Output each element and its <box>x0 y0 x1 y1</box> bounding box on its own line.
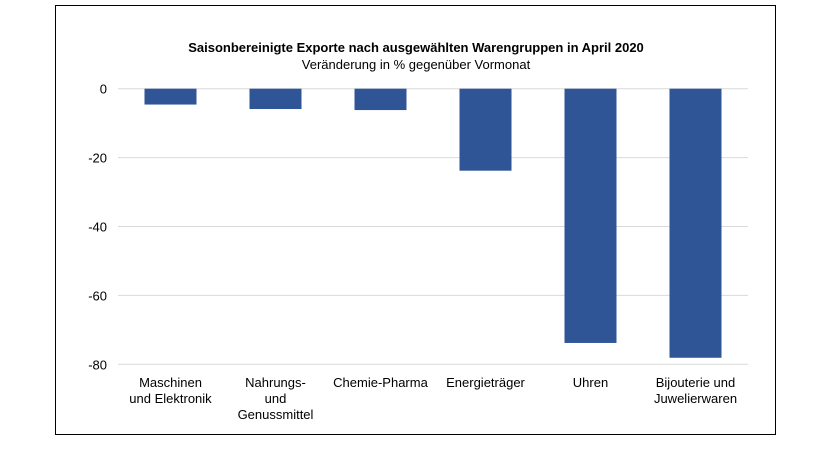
y-tick-label: -40 <box>88 220 107 235</box>
x-tick-label: und <box>265 391 287 406</box>
y-tick-label: -60 <box>88 288 107 303</box>
x-tick-label: Chemie-Pharma <box>333 375 428 390</box>
bar <box>669 88 722 358</box>
x-tick-label: Genussmittel <box>238 407 314 422</box>
bar <box>249 88 302 110</box>
x-tick-label: Uhren <box>573 375 608 390</box>
x-tick-label: Nahrungs- <box>245 375 306 390</box>
chart-title: Saisonbereinigte Exporte nach ausgewählt… <box>188 40 644 55</box>
x-tick-label: Bijouterie und <box>656 375 736 390</box>
x-tick-label: Energieträger <box>446 375 525 390</box>
x-tick-label: Maschinen <box>139 375 202 390</box>
x-tick-label: Juwelierwaren <box>654 391 737 406</box>
bar <box>144 88 197 105</box>
chart-subtitle: Veränderung in % gegenüber Vormonat <box>302 57 531 72</box>
bar <box>354 88 407 111</box>
bar <box>459 88 512 171</box>
y-tick-label: -80 <box>88 357 107 372</box>
y-tick-label: 0 <box>100 82 107 97</box>
chart-frame <box>55 5 776 435</box>
x-tick-label: und Elektronik <box>129 391 212 406</box>
y-tick-label: -20 <box>88 151 107 166</box>
bar <box>564 88 617 343</box>
